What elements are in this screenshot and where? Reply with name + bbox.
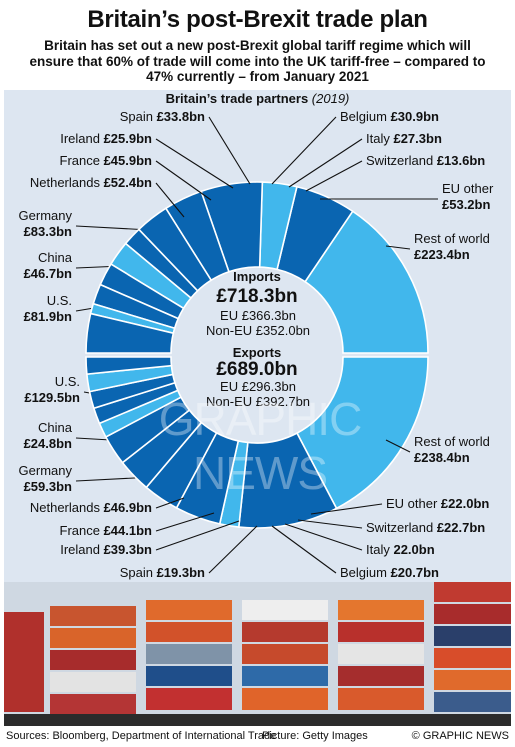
imports-center-eu: EU £366.3bn bbox=[220, 308, 296, 323]
exports-label-spain: Spain £19.3bn bbox=[120, 565, 205, 580]
imports-leader-germany bbox=[75, 225, 151, 231]
imports-center-total: £718.3bn bbox=[216, 286, 297, 307]
exports-slice-eu-other bbox=[85, 356, 173, 376]
exports-label-china-value: £24.8bn bbox=[24, 436, 72, 451]
exports-label-italy: Italy 22.0bn bbox=[366, 542, 435, 557]
exports-label-belgium: Belgium £20.7bn bbox=[340, 565, 439, 580]
imports-slice-eu-other bbox=[85, 312, 175, 354]
exports-slice-rest-of-world bbox=[295, 356, 429, 510]
exports-label-u-s-value: £129.5bn bbox=[24, 390, 80, 405]
imports-center-non-eu: Non-EU £352.0bn bbox=[206, 323, 310, 338]
copyright-text: © GRAPHIC NEWS bbox=[411, 730, 509, 742]
imports-label-germany-value: £83.3bn bbox=[24, 224, 72, 239]
container-stack-illustration bbox=[4, 582, 511, 726]
imports-label-france: France £45.9bn bbox=[60, 153, 153, 168]
exports-label-france: France £44.1bn bbox=[60, 523, 153, 538]
imports-label-germany-name: Germany bbox=[19, 208, 73, 223]
imports-label-switzerland: Switzerland £13.6bn bbox=[366, 153, 485, 168]
exports-leader-france bbox=[155, 512, 215, 532]
exports-leader-ireland bbox=[155, 520, 240, 551]
imports-center-title: Imports bbox=[233, 269, 281, 284]
exports-label-ireland: Ireland £39.3bn bbox=[60, 542, 152, 557]
exports-label-germany-value: £59.3bn bbox=[24, 479, 72, 494]
imports-leader-belgium bbox=[271, 116, 337, 185]
imports-label-belgium: Belgium £30.9bn bbox=[340, 109, 439, 124]
chart-year: (2019) bbox=[311, 91, 350, 106]
exports-leader-eu-other bbox=[310, 503, 383, 515]
imports-label-china-name: China bbox=[38, 250, 73, 265]
container-stack-right bbox=[338, 582, 511, 712]
exports-label-netherlands: Netherlands £46.9bn bbox=[30, 500, 152, 515]
container-ship-photo bbox=[4, 582, 511, 726]
exports-leader-netherlands bbox=[155, 497, 185, 509]
imports-leader-netherlands bbox=[155, 182, 185, 218]
imports-label-rest-of-world-name: Rest of world bbox=[414, 231, 490, 246]
imports-label-ireland: Ireland £25.9bn bbox=[60, 131, 152, 146]
exports-label-u-s-name: U.S. bbox=[55, 374, 80, 389]
exports-leader-italy bbox=[284, 523, 363, 551]
exports-leader-spain bbox=[208, 525, 258, 574]
picture-credit: Picture: Getty Images bbox=[262, 730, 368, 742]
imports-slice-rest-of-world bbox=[304, 210, 429, 354]
imports-leader-rest-of-world bbox=[385, 245, 411, 250]
exports-center-title: Exports bbox=[233, 345, 281, 360]
imports-leader-italy bbox=[288, 138, 363, 188]
imports-leader-spain bbox=[208, 116, 251, 185]
imports-leader-switzerland bbox=[305, 160, 363, 192]
imports-label-italy: Italy £27.3bn bbox=[366, 131, 442, 146]
ship-deck bbox=[4, 714, 511, 726]
exports-leader-switzerland bbox=[297, 519, 363, 529]
imports-label-eu-other-value: £53.2bn bbox=[442, 197, 490, 212]
imports-label-rest-of-world-value: £223.4bn bbox=[414, 247, 470, 262]
imports-label-eu-other-name: EU other bbox=[442, 181, 494, 196]
imports-label-u-s-value: £81.9bn bbox=[24, 309, 72, 324]
exports-center-total: £689.0bn bbox=[216, 359, 297, 380]
imports-label-u-s-name: U.S. bbox=[47, 293, 72, 308]
exports-label-rest-of-world-value: £238.4bn bbox=[414, 450, 470, 465]
exports-leader-rest-of-world bbox=[385, 439, 411, 453]
exports-label-china-name: China bbox=[38, 420, 73, 435]
sources-text: Sources: Bloomberg, Department of Intern… bbox=[6, 730, 277, 742]
imports-label-netherlands: Netherlands £52.4bn bbox=[30, 175, 152, 190]
exports-label-eu-other: EU other £22.0bn bbox=[386, 496, 489, 511]
footer: Sources: Bloomberg, Department of Intern… bbox=[4, 727, 511, 745]
donut-charts: Rest of world£223.4bnU.S.£81.9bnChina£46… bbox=[19, 109, 494, 580]
container-stack-mid bbox=[146, 600, 328, 710]
infographic-title: Britain’s post-Brexit trade plan bbox=[87, 6, 428, 33]
imports-label-china-value: £46.7bn bbox=[24, 266, 72, 281]
imports-label-spain: Spain £33.8bn bbox=[120, 109, 205, 124]
exports-center-non-eu: Non-EU £392.7bn bbox=[206, 394, 310, 409]
imports-leader-france bbox=[155, 160, 212, 201]
imports-leader-ireland bbox=[155, 138, 234, 189]
exports-center-eu: EU £296.3bn bbox=[220, 379, 296, 394]
exports-leader-belgium bbox=[271, 525, 337, 574]
chart-title-text: Britain’s trade partners bbox=[165, 91, 309, 106]
exports-label-rest-of-world-name: Rest of world bbox=[414, 434, 490, 449]
container-stack-left bbox=[4, 606, 136, 714]
exports-label-switzerland: Switzerland £22.7bn bbox=[366, 520, 485, 535]
chart-title: Britain’s trade partners (2019) bbox=[0, 91, 515, 106]
infographic-subtitle: Britain has set out a new post-Brexit gl… bbox=[29, 38, 486, 84]
exports-label-germany-name: Germany bbox=[19, 463, 73, 478]
